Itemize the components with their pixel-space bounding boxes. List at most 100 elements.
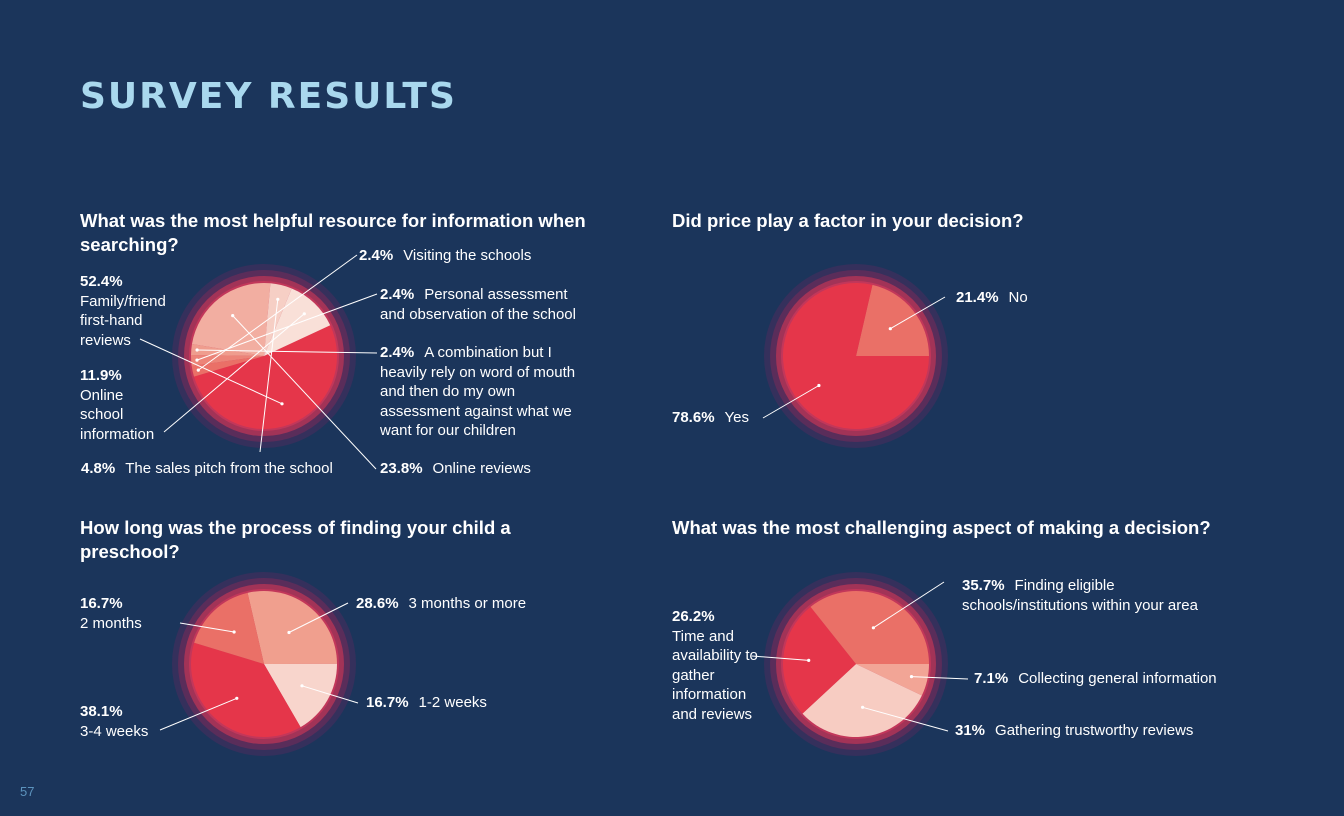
chart-3-label-3-months: 28.6% 3 months or more [356, 594, 526, 614]
chart-3-question: How long was the process of finding your… [80, 517, 511, 562]
chart-1-leader-dot-7 [302, 312, 306, 316]
chart-4-label-gathering: 31% Gathering trustworthy reviews [955, 721, 1193, 741]
chart-1-leader-6 [259, 299, 279, 453]
chart-1-label-online-info: 11.9% Online school information [80, 366, 170, 444]
chart-4-pct-time: 26.2% [672, 608, 715, 625]
chart-1-label-personal: 2.4% Personal assessment and observation … [380, 285, 595, 324]
chart-2-pct-yes: 78.6% [672, 409, 715, 426]
chart-4-slice-1 [856, 664, 929, 696]
chart-3-leader-3 [159, 697, 237, 731]
chart-1-leader-dot-1 [280, 402, 284, 406]
chart-4-slice-3 [783, 606, 856, 714]
chart-2-slice-2 [783, 282, 929, 429]
chart-3-text-3-4-weeks: 3-4 weeks [80, 722, 149, 740]
chart-3-pct-2-months: 16.7% [80, 595, 123, 612]
chart-1-leader-dot-3 [195, 358, 199, 362]
chart-1-label-visiting: 2.4% Visiting the schools [359, 246, 531, 266]
chart-2-slice-1 [856, 284, 929, 357]
chart-1-slice-5 [191, 282, 271, 356]
chart-3-label-2-months: 16.7% 2 months [80, 594, 142, 633]
chart-3-leader-dot-2 [300, 684, 304, 688]
chart-4-leader-dot-3 [807, 658, 811, 663]
chart-3-leader-2 [301, 685, 359, 704]
chart-1-label-combination: 2.4% A combination but I heavily rely on … [380, 343, 585, 441]
chart-2-label-yes: 78.6% Yes [672, 408, 749, 428]
chart-1-slice-1 [193, 325, 338, 430]
chart-1-leader-dot-4 [195, 348, 199, 352]
chart-1-leader-dot-5 [231, 314, 235, 318]
chart-2-text-yes: Yes [724, 409, 750, 426]
chart-1-pct-visiting: 2.4% [359, 247, 394, 264]
chart-1-text-visiting: Visiting the schools [403, 247, 532, 264]
chart-1-leader-1 [139, 338, 283, 405]
chart-2-label-no: 21.4% No [956, 288, 1028, 308]
chart-3-slice-3 [191, 642, 301, 738]
chart-2-text-no: No [1008, 289, 1028, 306]
chart-4-slice-4 [810, 591, 929, 664]
chart-1-text-family: Family/friend first-hand reviews [80, 292, 166, 349]
chart-1-text-online-reviews: Online reviews [432, 460, 531, 477]
chart-1-pct-personal: 2.4% [380, 286, 415, 303]
chart-1-leader-7 [163, 313, 305, 433]
chart-4-label-collecting: 7.1% Collecting general information [974, 669, 1217, 689]
chart-2-leader-dot-2 [817, 383, 821, 388]
chart-2-leader-1 [890, 296, 946, 330]
chart-3-slice-1 [247, 590, 337, 664]
chart-4-pct-gathering: 31% [955, 722, 986, 739]
chart-4-leader-dot-1 [909, 675, 914, 679]
chart-3-leader-dot-3 [235, 696, 239, 700]
chart-3-label-1-2-weeks: 16.7% 1-2 weeks [366, 693, 487, 713]
chart-1-text-sales: The sales pitch from the school [125, 460, 333, 477]
chart-3-text-3-months: 3 months or more [408, 595, 527, 612]
chart-3-pct-1-2-weeks: 16.7% [366, 694, 409, 711]
chart-4-label-eligible: 35.7% Finding eligible schools/institutio… [962, 576, 1232, 615]
chart-3-leader-1 [288, 602, 349, 633]
chart-1-pct-online-reviews: 23.8% [380, 460, 423, 477]
chart-1-pct-family: 52.4% [80, 273, 123, 290]
chart-2-pct-no: 21.4% [956, 289, 999, 306]
chart-1-label-family: 52.4% Family/friend first-hand reviews [80, 272, 190, 350]
chart-1-label-online-reviews: 23.8% Online reviews [380, 459, 531, 479]
chart-4-leader-2 [862, 706, 949, 732]
chart-4-pct-collecting: 7.1% [974, 670, 1009, 687]
chart-3-text-1-2-weeks: 1-2 weeks [418, 694, 487, 711]
chart-4-text-gathering: Gathering trustworthy reviews [995, 722, 1194, 739]
chart-4-leader-4 [873, 581, 945, 629]
chart-4-leader-1 [911, 676, 969, 680]
chart-2-leader-dot-1 [888, 327, 892, 331]
chart-1-leader-dot-2 [196, 368, 200, 372]
chart-4-leader-dot-4 [871, 626, 876, 630]
chart-3-slice-4 [194, 592, 264, 664]
chart-1-leader-5 [232, 315, 377, 470]
chart-3-leader-4 [179, 622, 235, 633]
chart-1-pct-combination: 2.4% [380, 344, 415, 361]
chart-4-leader-dot-2 [861, 705, 865, 709]
chart-4-question: What was the most challenging aspect of … [672, 517, 1211, 538]
chart-1-text-personal: Personal assessment and observation of t… [380, 286, 576, 323]
chart-1-label-sales: 4.8% The sales pitch from the school [81, 459, 333, 479]
chart-3-slice-2 [264, 663, 338, 728]
chart-1-leader-3 [196, 293, 378, 361]
chart-4-text-collecting: Collecting general information [1018, 670, 1217, 687]
chart-3-leader-dot-4 [232, 630, 236, 634]
chart-1-pct-online-info: 11.9% [80, 367, 122, 384]
chart-2-question: Did price play a factor in your decision… [672, 210, 1024, 231]
chart-4-leader-3 [751, 655, 809, 661]
chart-3-text-2-months: 2 months [80, 614, 142, 632]
chart-4-pct-eligible: 35.7% [962, 577, 1005, 594]
chart-1-question: What was the most helpful resource for i… [80, 210, 586, 255]
chart-2-leader-2 [762, 385, 820, 419]
chart-1-slice-2 [191, 356, 264, 377]
chart-1-pct-sales: 4.8% [81, 460, 116, 477]
chart-4-text-time: Time and availability to gather informat… [672, 627, 758, 723]
chart-1-slice-7 [264, 288, 331, 356]
chart-1-slice-3 [191, 354, 264, 366]
page-title: SURVEY RESULTS [80, 76, 457, 117]
chart-3-label-3-4-weeks: 38.1% 3-4 weeks [80, 702, 148, 741]
chart-1-leader-dot-6 [276, 297, 280, 301]
chart-1-leader-4 [197, 349, 378, 354]
chart-3-pct-3-4-weeks: 38.1% [80, 703, 123, 720]
page-number: 57 [20, 784, 35, 799]
chart-1-text-combination: A combination but I heavily rely on word… [380, 344, 576, 439]
